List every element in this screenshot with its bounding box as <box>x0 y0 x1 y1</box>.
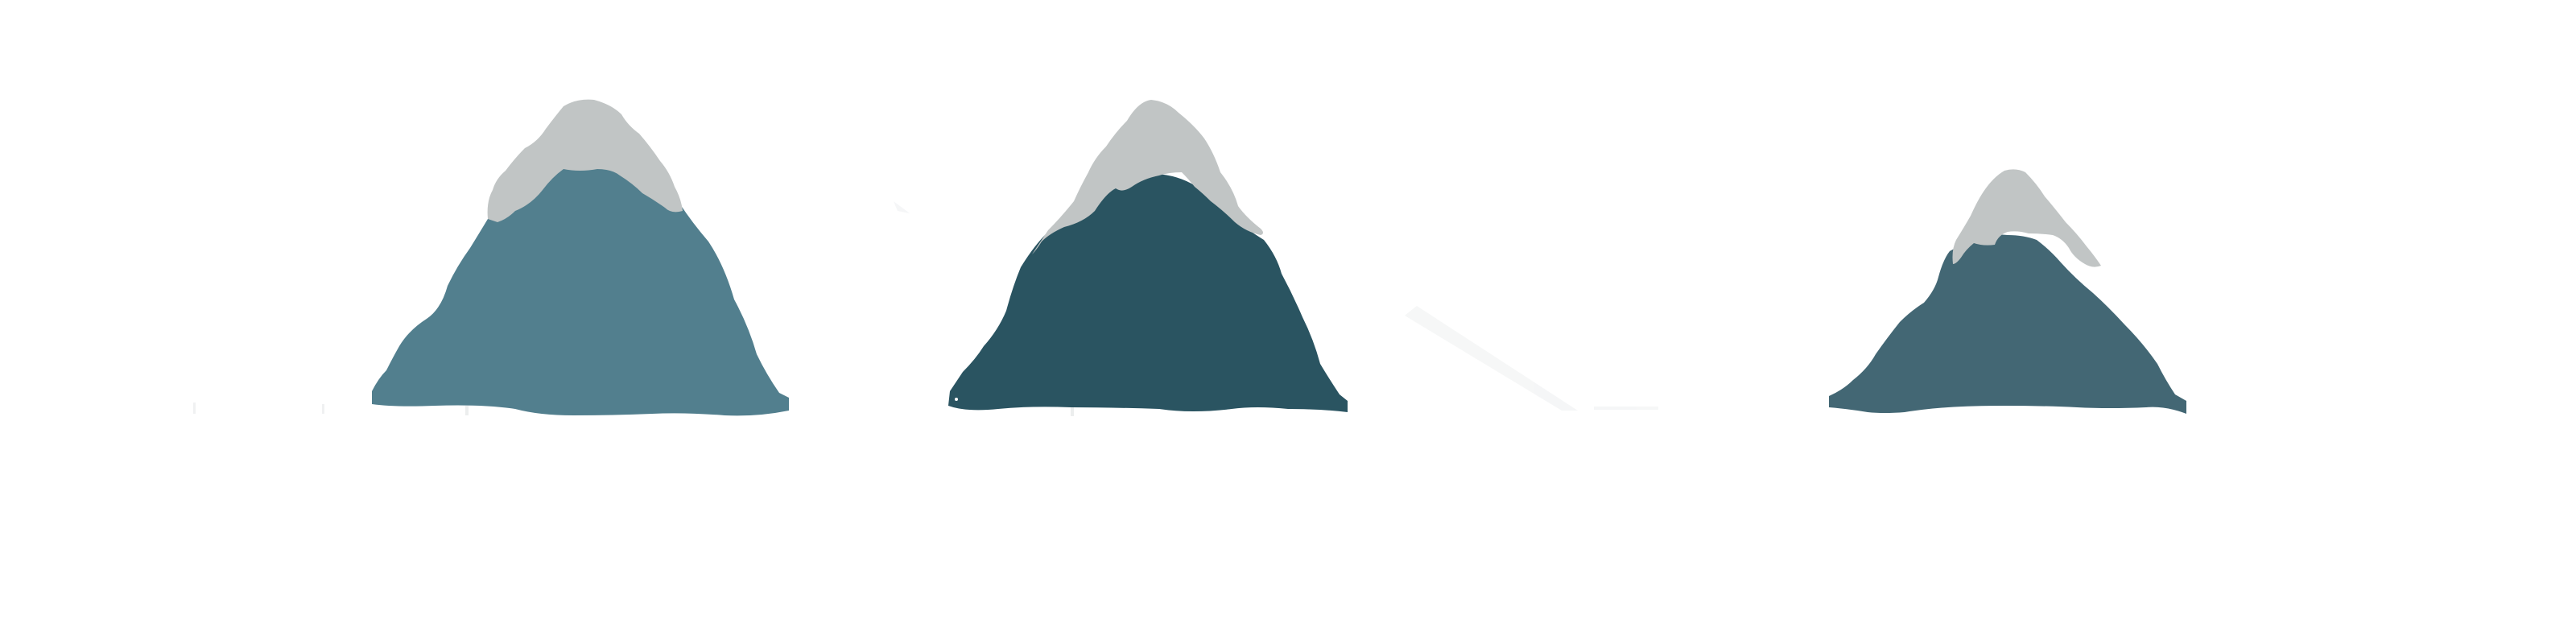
ground-shadow <box>193 402 196 414</box>
ground-shadow <box>1071 407 1074 416</box>
mountain-body <box>372 165 789 416</box>
mountain-body <box>1829 234 2186 414</box>
snow-cap <box>1952 169 2101 267</box>
ground-shadows <box>193 201 1658 416</box>
mountain-speck <box>955 398 958 401</box>
ground-shadow <box>1405 306 1578 411</box>
snowcapped-mountain-icon <box>948 100 1348 412</box>
snowcapped-mountain-icon <box>372 99 789 416</box>
ground-shadow <box>894 201 910 213</box>
snow-cap <box>1032 100 1263 254</box>
ground-shadow <box>1594 407 1658 410</box>
snowcapped-mountain-icon <box>1829 169 2186 414</box>
snow-cap <box>487 99 683 223</box>
ground-shadow <box>322 404 324 414</box>
ground-shadow <box>465 406 469 415</box>
mountain-body <box>948 173 1348 412</box>
